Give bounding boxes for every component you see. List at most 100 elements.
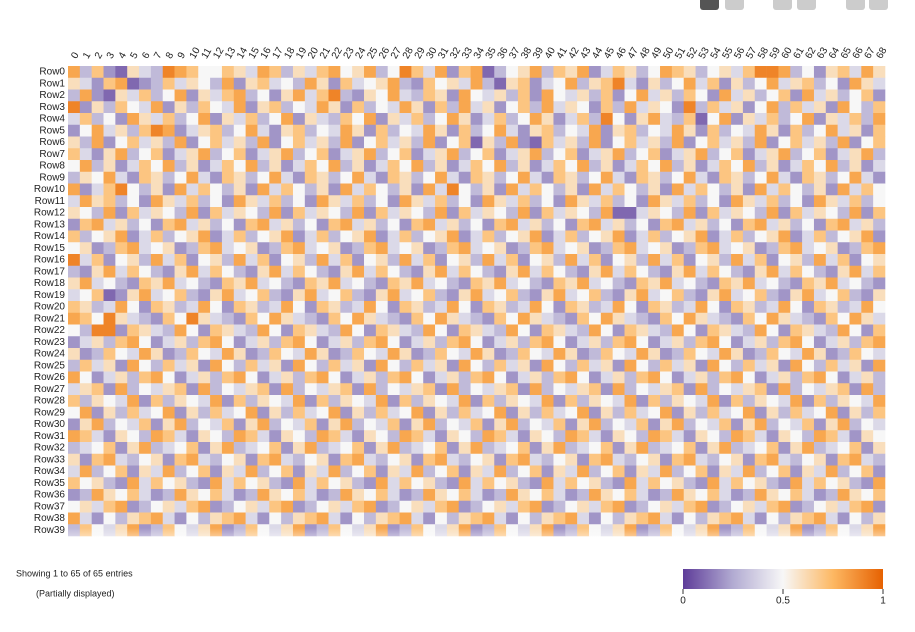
- y-tick-label: Row26: [34, 372, 66, 383]
- cell: [352, 383, 365, 396]
- cell: [375, 160, 388, 173]
- cell: [150, 289, 164, 302]
- cell: [873, 77, 886, 90]
- cell: [636, 136, 649, 149]
- cell: [648, 171, 661, 184]
- cell: [174, 430, 187, 443]
- cell: [198, 348, 211, 361]
- cell: [91, 324, 104, 337]
- cell: [683, 289, 696, 302]
- cell: [695, 195, 708, 208]
- cell: [364, 124, 377, 137]
- cell: [198, 265, 211, 278]
- zoom-button[interactable]: [725, 0, 744, 10]
- cell: [304, 101, 317, 114]
- cell: [150, 383, 164, 396]
- cell: [813, 489, 827, 502]
- cell: [837, 418, 850, 431]
- cell: [588, 242, 602, 255]
- cell: [139, 336, 152, 349]
- cell: [316, 77, 329, 90]
- cell: [766, 442, 779, 455]
- cell: [399, 430, 412, 443]
- cell: [588, 312, 602, 325]
- cell: [269, 242, 282, 255]
- cell: [281, 336, 294, 349]
- pan-button[interactable]: [700, 0, 719, 10]
- cell: [482, 277, 495, 290]
- x-tick-label: 13: [223, 45, 238, 61]
- cell: [245, 418, 258, 431]
- cell: [802, 101, 815, 114]
- cell: [612, 359, 625, 372]
- cell: [292, 301, 306, 314]
- zoom-out-button[interactable]: [797, 0, 816, 10]
- cell: [600, 124, 613, 137]
- cell: [754, 277, 767, 290]
- cell: [115, 289, 128, 302]
- cell: [873, 254, 886, 267]
- cell: [210, 324, 223, 337]
- cell: [731, 406, 744, 419]
- cell: [352, 442, 365, 455]
- cell: [695, 500, 708, 513]
- cell: [257, 301, 270, 314]
- cell: [790, 453, 803, 466]
- cell: [91, 254, 104, 267]
- cell: [340, 312, 353, 325]
- cell: [742, 312, 756, 325]
- cell: [257, 289, 270, 302]
- cell: [731, 477, 744, 490]
- cell: [269, 312, 282, 325]
- cell: [565, 430, 578, 443]
- cell: [648, 230, 661, 243]
- cell: [328, 136, 341, 149]
- y-tick-label: Row20: [34, 302, 66, 313]
- cell: [198, 383, 211, 396]
- cell: [660, 406, 673, 419]
- cell: [742, 207, 756, 220]
- zoom-in-button[interactable]: [773, 0, 792, 10]
- cell: [731, 171, 744, 184]
- cell: [660, 371, 673, 384]
- cell: [139, 489, 152, 502]
- x-tick-label: 6: [140, 50, 153, 61]
- cell: [435, 301, 448, 314]
- cell: [825, 406, 838, 419]
- reset-button[interactable]: [846, 0, 865, 10]
- cell: [150, 359, 164, 372]
- cell: [636, 359, 649, 372]
- cell: [671, 406, 685, 419]
- cell: [162, 406, 175, 419]
- cell: [731, 348, 744, 361]
- cell: [375, 336, 388, 349]
- cell: [186, 312, 199, 325]
- menu-button[interactable]: [869, 0, 888, 10]
- cell: [162, 207, 175, 220]
- x-tick-label: 32: [448, 45, 463, 61]
- cell: [600, 148, 613, 161]
- cell: [565, 101, 578, 114]
- x-tick-label: 55: [721, 45, 736, 61]
- cell: [482, 254, 495, 267]
- cell: [707, 348, 720, 361]
- cell: [127, 359, 140, 372]
- cell: [364, 512, 377, 525]
- cell: [506, 371, 519, 384]
- cell: [245, 383, 258, 396]
- cell: [446, 160, 460, 173]
- cell: [210, 136, 223, 149]
- cell: [577, 136, 590, 149]
- cell: [257, 383, 270, 396]
- cell: [139, 183, 152, 196]
- cell: [399, 113, 412, 126]
- cell: [103, 277, 116, 290]
- cell: [150, 512, 164, 525]
- cell: [186, 371, 199, 384]
- cell: [304, 254, 317, 267]
- cell: [517, 277, 531, 290]
- cell: [861, 418, 874, 431]
- cell: [837, 442, 850, 455]
- cell: [292, 113, 306, 126]
- cell: [660, 442, 673, 455]
